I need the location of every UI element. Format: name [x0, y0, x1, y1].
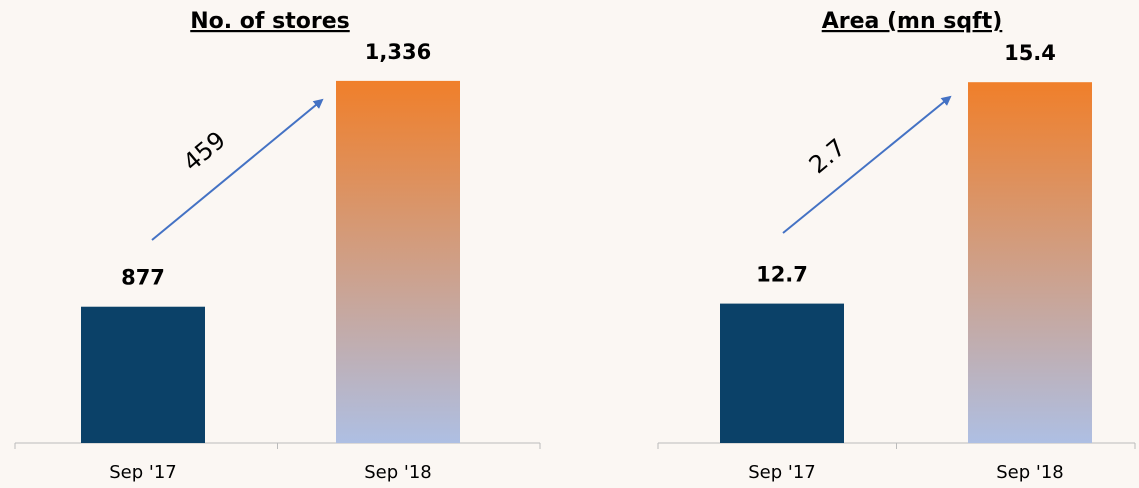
bar	[336, 80, 460, 443]
x-tick-label: Sep '17	[109, 462, 177, 483]
value-label: 12.7	[756, 263, 808, 287]
x-tick-label: Sep '18	[996, 462, 1064, 483]
value-label: 15.4	[1004, 41, 1056, 65]
x-tick-label: Sep '17	[748, 462, 816, 483]
growth-arrow	[151, 98, 324, 241]
annotation: 2.7	[804, 133, 851, 179]
bar	[968, 82, 1092, 443]
value-label: 1,336	[365, 40, 431, 64]
chart-title: Area (mn sqft)	[822, 9, 1003, 34]
chart-title: No. of stores	[190, 9, 349, 34]
bar	[720, 303, 844, 443]
bar	[81, 306, 205, 443]
value-label: 877	[121, 266, 165, 290]
x-tick-label: Sep '18	[364, 462, 432, 483]
growth-arrow	[782, 95, 952, 234]
annotation: 459	[178, 126, 231, 177]
